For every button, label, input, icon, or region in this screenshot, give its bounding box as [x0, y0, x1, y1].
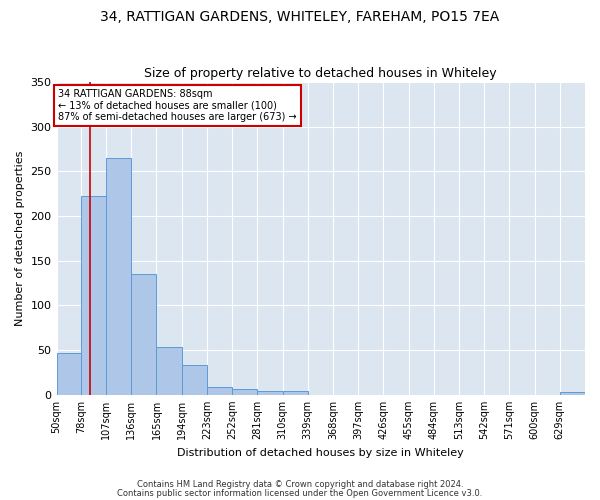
- Bar: [232, 388, 257, 395]
- Text: Contains HM Land Registry data © Crown copyright and database right 2024.: Contains HM Land Registry data © Crown c…: [137, 480, 463, 489]
- Bar: [560, 392, 585, 395]
- Bar: [207, 387, 232, 395]
- Bar: [182, 366, 207, 395]
- X-axis label: Distribution of detached houses by size in Whiteley: Distribution of detached houses by size …: [178, 448, 464, 458]
- Title: Size of property relative to detached houses in Whiteley: Size of property relative to detached ho…: [145, 66, 497, 80]
- Bar: [257, 391, 283, 395]
- Text: 34 RATTIGAN GARDENS: 88sqm
← 13% of detached houses are smaller (100)
87% of sem: 34 RATTIGAN GARDENS: 88sqm ← 13% of deta…: [58, 89, 297, 122]
- Bar: [56, 353, 81, 395]
- Bar: [81, 196, 106, 395]
- Bar: [106, 158, 131, 395]
- Text: 34, RATTIGAN GARDENS, WHITELEY, FAREHAM, PO15 7EA: 34, RATTIGAN GARDENS, WHITELEY, FAREHAM,…: [100, 10, 500, 24]
- Bar: [157, 346, 182, 395]
- Text: Contains public sector information licensed under the Open Government Licence v3: Contains public sector information licen…: [118, 489, 482, 498]
- Bar: [131, 274, 157, 395]
- Y-axis label: Number of detached properties: Number of detached properties: [15, 150, 25, 326]
- Bar: [283, 391, 308, 395]
